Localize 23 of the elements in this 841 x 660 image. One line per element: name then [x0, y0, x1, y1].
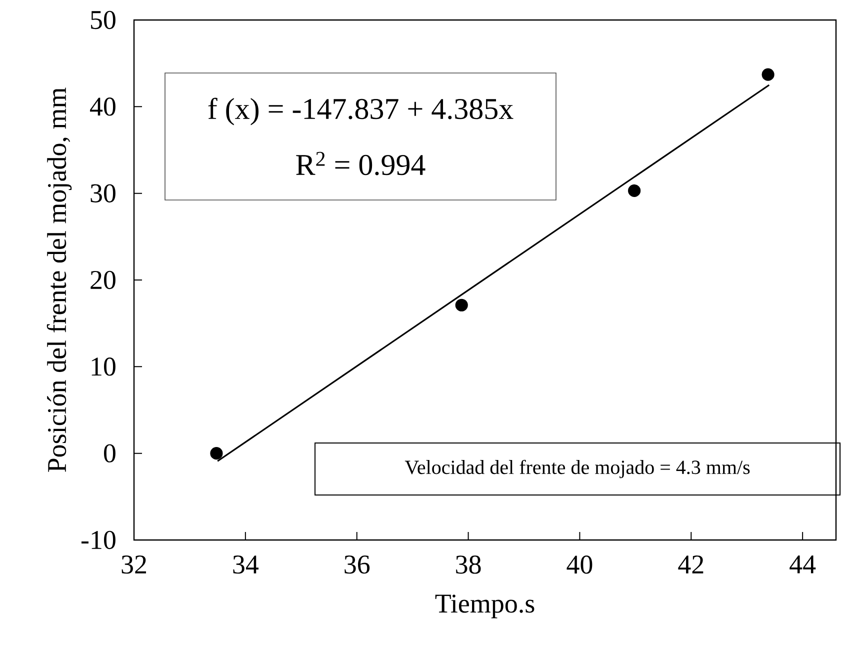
annotation: Velocidad del frente de mojado = 4.3 mm/s [404, 460, 750, 478]
x-tick-label: 34 [233, 556, 259, 574]
annotation: R$^{2}$ = 0.994 [296, 152, 426, 176]
y-tick-label: -10 [81, 530, 116, 550]
annotation: f (x) = -147.837 + 4.385x [208, 98, 514, 126]
x-tick-label: 44 [790, 556, 816, 574]
point [762, 68, 774, 81]
point [628, 184, 641, 198]
y-tick-label: 50 [91, 10, 116, 30]
x-tick-label: 40 [566, 556, 592, 574]
x-axis-title: Tiempo.s [435, 594, 534, 618]
x-tick-label: 32 [122, 556, 146, 574]
point [210, 447, 223, 460]
y-tick-label: 40 [90, 98, 116, 116]
y-tick-label: 0 [104, 444, 116, 462]
x-tick-label: 36 [344, 556, 370, 574]
point [455, 298, 468, 312]
y-tick-label: 10 [92, 358, 116, 376]
y-tick-label: 20 [90, 270, 116, 290]
y-tick-label: 30 [90, 184, 116, 202]
y-axis-title: Posición del frente del mojado, mm [46, 88, 72, 472]
x-tick-label: 42 [678, 556, 704, 574]
x-tick-label: 38 [456, 556, 481, 574]
